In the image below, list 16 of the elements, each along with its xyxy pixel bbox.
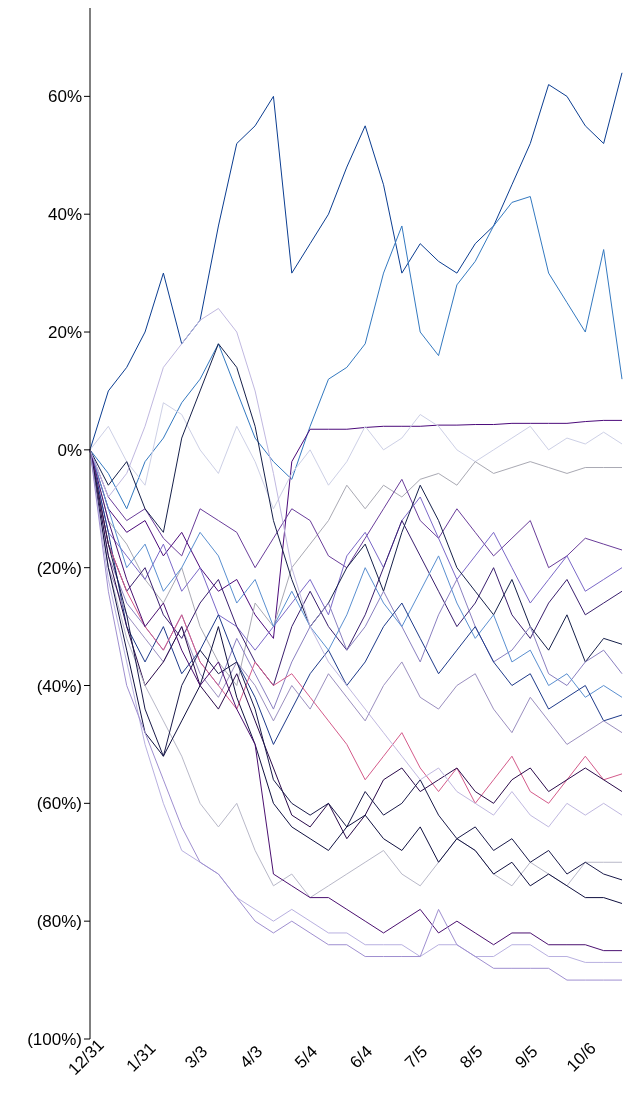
x-tick-label: 3/3 bbox=[181, 1042, 212, 1073]
y-tick-label: (40%) bbox=[36, 676, 82, 696]
x-tick-label: 8/5 bbox=[456, 1042, 487, 1073]
x-tick-label: 6/4 bbox=[346, 1042, 377, 1073]
y-tick-label: (20%) bbox=[36, 558, 82, 578]
y-tick-label: 60% bbox=[47, 87, 82, 107]
x-tick-label: 4/3 bbox=[236, 1042, 267, 1073]
x-tick-label: 5/4 bbox=[291, 1042, 322, 1073]
y-tick-label: (80%) bbox=[36, 912, 82, 932]
x-tick-label: 9/5 bbox=[511, 1042, 542, 1073]
y-tick-label: 40% bbox=[47, 205, 82, 225]
x-tick-label: 1/31 bbox=[122, 1038, 160, 1076]
y-tick-label: (60%) bbox=[36, 794, 82, 814]
y-tick-label: 20% bbox=[47, 323, 82, 343]
x-tick-label: 7/5 bbox=[401, 1042, 432, 1073]
y-tick-label: 0% bbox=[57, 440, 82, 460]
